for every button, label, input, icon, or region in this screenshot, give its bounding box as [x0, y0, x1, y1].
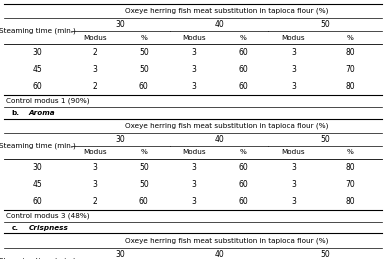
Text: 2: 2: [92, 82, 97, 91]
Text: 3: 3: [291, 65, 296, 74]
Text: 60: 60: [238, 180, 248, 189]
Text: Oxeye herring fish meat substitution in tapioca flour (%): Oxeye herring fish meat substitution in …: [125, 237, 328, 244]
Text: 30: 30: [33, 163, 42, 172]
Text: 80: 80: [345, 48, 355, 57]
Text: Steaming time (min.): Steaming time (min.): [0, 257, 76, 259]
Text: %: %: [347, 34, 354, 41]
Text: %: %: [240, 34, 247, 41]
Text: 40: 40: [214, 135, 224, 144]
Text: 3: 3: [191, 48, 196, 57]
Text: 30: 30: [33, 48, 42, 57]
Text: 60: 60: [238, 48, 248, 57]
Text: Modus: Modus: [281, 149, 305, 155]
Text: 80: 80: [345, 82, 355, 91]
Text: 40: 40: [214, 250, 224, 258]
Text: 50: 50: [139, 163, 149, 172]
Text: 3: 3: [92, 163, 97, 172]
Text: 3: 3: [291, 163, 296, 172]
Text: Modus: Modus: [281, 34, 305, 41]
Text: b.: b.: [12, 110, 20, 116]
Text: Steaming time (min.): Steaming time (min.): [0, 142, 76, 149]
Text: Modus: Modus: [83, 34, 107, 41]
Text: 2: 2: [92, 197, 97, 206]
Text: Control modus 1 (90%): Control modus 1 (90%): [6, 98, 89, 104]
Text: 3: 3: [291, 48, 296, 57]
Text: 3: 3: [191, 82, 196, 91]
Text: %: %: [141, 34, 147, 41]
Text: Modus: Modus: [182, 149, 206, 155]
Text: 3: 3: [92, 180, 97, 189]
Text: Steaming time (min.): Steaming time (min.): [0, 28, 76, 34]
Text: 80: 80: [345, 197, 355, 206]
Text: Modus: Modus: [83, 149, 107, 155]
Text: %: %: [347, 149, 354, 155]
Text: 3: 3: [191, 197, 196, 206]
Text: 30: 30: [116, 20, 125, 29]
Text: 60: 60: [238, 65, 248, 74]
Text: 50: 50: [139, 180, 149, 189]
Text: 70: 70: [345, 65, 355, 74]
Text: 50: 50: [320, 250, 330, 258]
Text: 60: 60: [238, 197, 248, 206]
Text: 3: 3: [191, 163, 196, 172]
Text: 70: 70: [345, 180, 355, 189]
Text: 60: 60: [33, 197, 42, 206]
Text: 60: 60: [139, 82, 149, 91]
Text: Oxeye herring fish meat substitution in tapioca flour (%): Oxeye herring fish meat substitution in …: [125, 8, 328, 14]
Text: 60: 60: [33, 82, 42, 91]
Text: 60: 60: [139, 197, 149, 206]
Text: 50: 50: [320, 20, 330, 29]
Text: 2: 2: [92, 48, 97, 57]
Text: 60: 60: [238, 163, 248, 172]
Text: %: %: [240, 149, 247, 155]
Text: Control modus 3 (48%): Control modus 3 (48%): [6, 213, 89, 219]
Text: 3: 3: [291, 82, 296, 91]
Text: 50: 50: [139, 48, 149, 57]
Text: 30: 30: [116, 250, 125, 258]
Text: 60: 60: [238, 82, 248, 91]
Text: 3: 3: [291, 197, 296, 206]
Text: 80: 80: [345, 163, 355, 172]
Text: 50: 50: [139, 65, 149, 74]
Text: 45: 45: [33, 180, 42, 189]
Text: Oxeye herring fish meat substitution in tapioca flour (%): Oxeye herring fish meat substitution in …: [125, 123, 328, 129]
Text: 50: 50: [320, 135, 330, 144]
Text: Aroma: Aroma: [29, 110, 56, 116]
Text: 3: 3: [291, 180, 296, 189]
Text: 45: 45: [33, 65, 42, 74]
Text: 3: 3: [191, 180, 196, 189]
Text: Crispness: Crispness: [29, 225, 69, 231]
Text: 30: 30: [116, 135, 125, 144]
Text: 3: 3: [191, 65, 196, 74]
Text: Modus: Modus: [182, 34, 206, 41]
Text: %: %: [141, 149, 147, 155]
Text: 3: 3: [92, 65, 97, 74]
Text: c.: c.: [12, 225, 19, 231]
Text: 40: 40: [214, 20, 224, 29]
